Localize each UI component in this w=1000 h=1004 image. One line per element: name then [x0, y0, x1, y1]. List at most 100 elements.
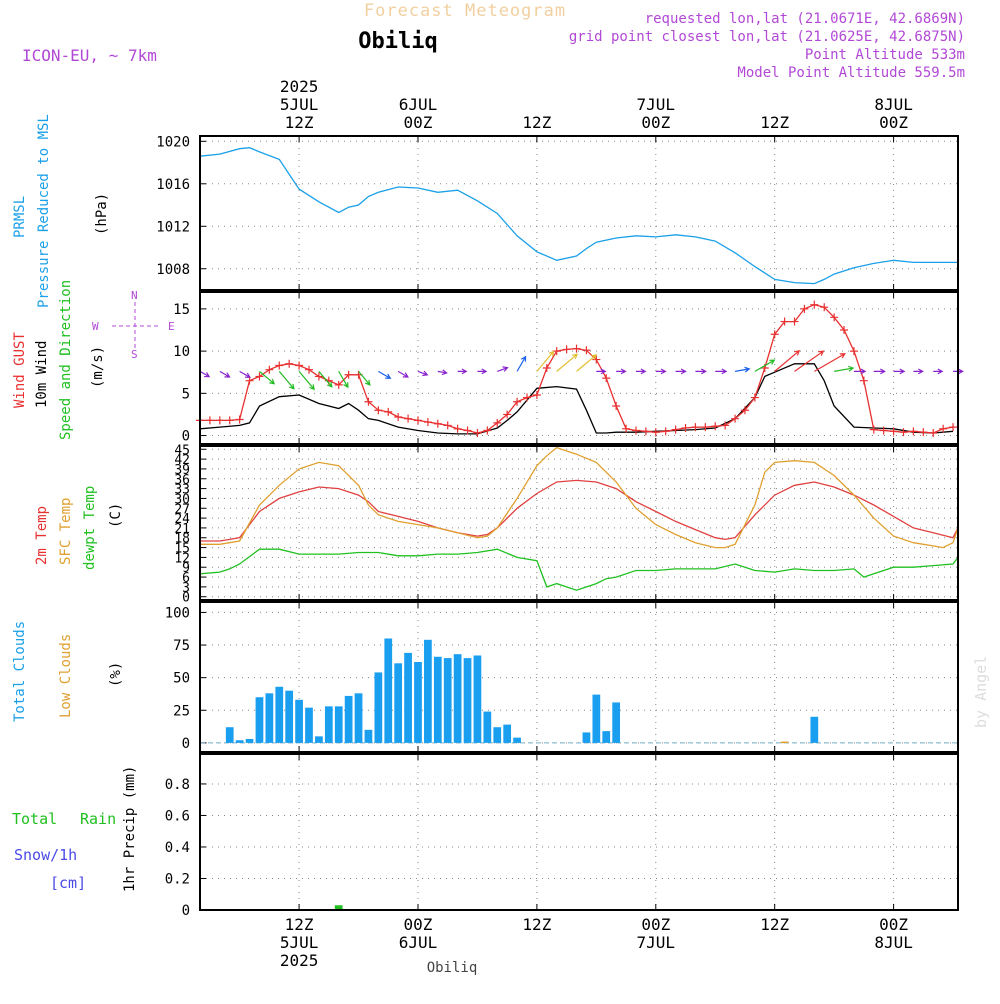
bar-total-rain — [334, 905, 343, 910]
bar-total-clouds — [225, 727, 234, 743]
bar-total-clouds — [344, 695, 353, 743]
gust-marker — [542, 364, 551, 372]
gust-marker — [820, 303, 829, 312]
wind-arrow — [556, 353, 579, 372]
legend-rain: Rain — [80, 810, 116, 828]
panel-1: 0 5 10 15 — [173, 291, 964, 445]
gust-marker — [513, 397, 522, 406]
gust-marker — [384, 407, 393, 416]
bar-total-clouds — [582, 732, 591, 743]
gust-marker — [849, 347, 858, 356]
gust-marker — [334, 380, 343, 389]
gust-marker — [800, 304, 809, 313]
y-tick-label: 33 — [174, 483, 190, 498]
compass-rose: W E N S — [92, 289, 175, 361]
gust-marker — [869, 425, 878, 434]
faded-title: Forecast Meteogram — [364, 1, 566, 21]
gust-marker — [582, 346, 591, 355]
wind-arrow — [278, 370, 295, 390]
panel-3: 0 25 50 75 100 — [165, 601, 959, 753]
gust-marker — [810, 300, 819, 309]
gust-marker — [463, 426, 472, 435]
wind-arrow — [853, 368, 867, 375]
wind-arrow — [318, 370, 333, 388]
time-label-bottom: 2025 — [280, 951, 319, 970]
y-tick-label: 50 — [173, 671, 190, 687]
gust-marker — [701, 423, 710, 432]
precip-labels: Total Rain Snow/1h [cm] 1hr Precip (mm) — [12, 766, 138, 892]
panel-4: 0 0.2 0.4 0.6 0.8 — [165, 753, 959, 919]
gust-marker — [503, 410, 512, 419]
cloud-labels: Total Clouds Low Clouds (%) — [12, 621, 124, 722]
gust-marker — [265, 365, 274, 374]
gust-marker — [612, 402, 621, 410]
time-label-bottom: 6JUL — [399, 933, 438, 952]
gust-marker — [750, 393, 759, 402]
gust-marker — [691, 423, 700, 432]
dewpt-label: dewpt Temp — [82, 486, 98, 570]
y-tick-label: 0.2 — [165, 871, 190, 887]
y-tick-label: 0.4 — [165, 840, 190, 856]
gust-marker — [364, 397, 373, 406]
wind-arrow — [596, 368, 607, 375]
gust-marker — [731, 414, 740, 423]
gust-marker — [225, 416, 234, 425]
gust-marker — [592, 355, 601, 364]
gust-marker — [314, 372, 323, 381]
gust-marker — [949, 423, 958, 432]
wind-arrow — [358, 370, 371, 386]
wind-arrow — [873, 368, 886, 375]
y-tick-label: 0.6 — [165, 808, 190, 824]
time-label-bottom: 12Z — [522, 915, 551, 934]
panel-frame — [199, 445, 959, 601]
y-tick-label: 42 — [174, 453, 190, 468]
c-label: (C) — [108, 503, 124, 528]
low-clouds-label: Low Clouds — [58, 634, 74, 718]
line-2m-temp — [200, 479, 959, 542]
bar-total-clouds — [305, 707, 313, 743]
bar-total-clouds — [493, 727, 502, 743]
bar-total-clouds — [354, 693, 363, 743]
y-tick-label: 9 — [182, 561, 190, 576]
time-label-top: 12Z — [522, 113, 551, 132]
wind-arrow — [774, 350, 801, 372]
chart-panels: 1008101210161020051015036912151821242730… — [156, 134, 964, 919]
y-tick-label: 75 — [173, 638, 190, 654]
bar-total-clouds — [315, 736, 323, 743]
wind-arrow — [417, 370, 429, 377]
bar-total-clouds — [295, 699, 303, 743]
bar-low-clouds — [780, 741, 789, 744]
time-label-top: 2025 — [280, 77, 319, 96]
time-label-bottom: 00Z — [404, 915, 433, 934]
y-tick-label: 18 — [174, 532, 190, 547]
bar-total-clouds — [334, 706, 343, 743]
wind-arrow — [477, 368, 488, 375]
gust-marker — [205, 416, 214, 425]
y-tick-label: 15 — [174, 542, 190, 557]
wind-speed-dir-label: Speed and Direction — [58, 280, 74, 440]
gust-marker — [721, 421, 730, 430]
bar-total-clouds — [364, 729, 373, 743]
gust-marker — [255, 372, 264, 381]
y-tick-label: 3 — [182, 581, 190, 596]
compass-w: W — [92, 320, 99, 333]
panel-frame — [199, 135, 959, 291]
bar-total-clouds — [443, 658, 452, 743]
footer-station: Obiliq — [427, 960, 478, 976]
y-tick-label: 21 — [174, 522, 190, 537]
bar-total-clouds — [245, 738, 254, 743]
panel-frame — [199, 601, 959, 753]
y-tick-label: 0 — [182, 429, 190, 445]
wind-arrow — [635, 368, 647, 375]
time-label-top: 7JUL — [637, 95, 676, 114]
wind-arrow — [397, 370, 409, 378]
y-tick-label: 0 — [182, 903, 190, 919]
gust-marker — [830, 313, 839, 322]
wind-arrow — [794, 350, 825, 372]
bar-total-clouds — [463, 658, 472, 743]
wind-arrow — [338, 371, 349, 389]
pct-label: (%) — [108, 662, 124, 687]
time-label-bottom: 00Z — [641, 915, 670, 934]
y-tick-label: 5 — [182, 386, 190, 402]
gust-marker — [215, 416, 224, 425]
